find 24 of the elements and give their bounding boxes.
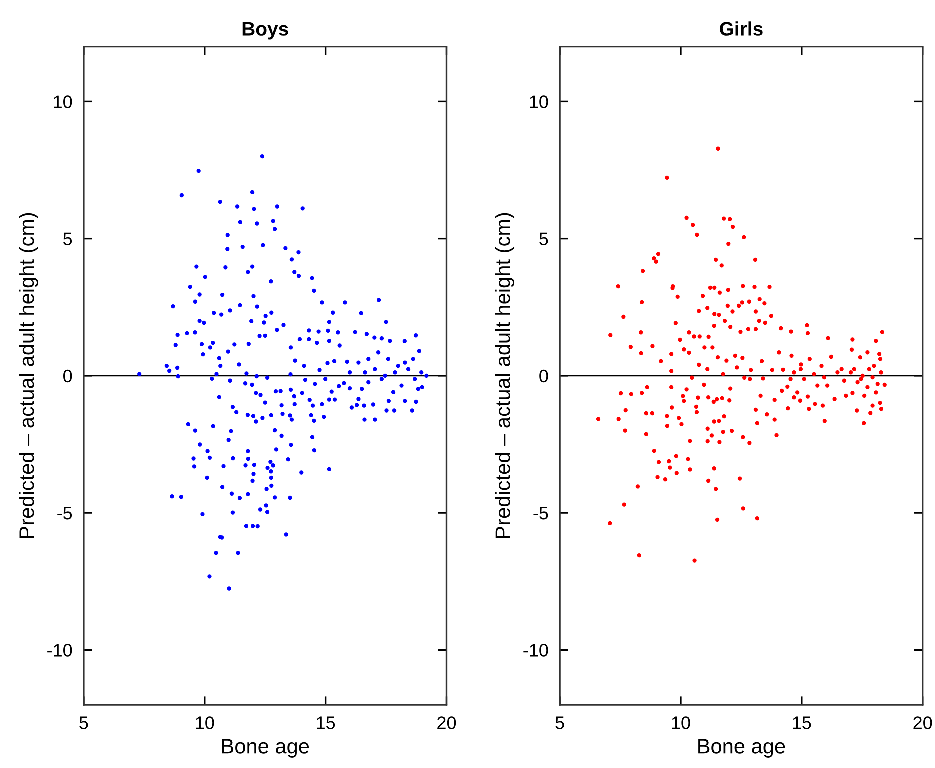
- y-tick-label: -5: [58, 507, 72, 520]
- y-axis-title: Predicted – actual adult height (cm): [495, 213, 515, 538]
- y-tick-label: 0: [540, 370, 548, 383]
- y-tick-label: -10: [524, 644, 548, 657]
- x-tick-label: 5: [556, 716, 564, 730]
- x-tick-label: 15: [793, 716, 812, 730]
- x-tick-label: 10: [196, 716, 214, 730]
- y-axis-title: Predicted – actual adult height (cm): [19, 213, 38, 538]
- y-tick-label: 10: [530, 96, 548, 108]
- x-tick-label: 20: [914, 716, 932, 730]
- x-axis-title: Bone age: [698, 739, 786, 758]
- x-axis-title: Bone age: [222, 739, 310, 758]
- y-tick-label: 10: [54, 96, 72, 108]
- x-tick-label: 15: [317, 716, 336, 730]
- chart-title: Boys: [242, 22, 288, 40]
- y-tick-label: -5: [534, 507, 548, 520]
- x-tick-label: 20: [438, 716, 456, 730]
- x-tick-label: 5: [80, 716, 88, 730]
- x-tick-label: 10: [672, 716, 690, 730]
- y-tick-label: 5: [540, 232, 548, 246]
- y-tick-label: -10: [48, 644, 72, 657]
- chart-title: Girls: [720, 22, 763, 36]
- y-tick-label: 0: [64, 370, 72, 383]
- y-tick-label: 5: [64, 232, 72, 246]
